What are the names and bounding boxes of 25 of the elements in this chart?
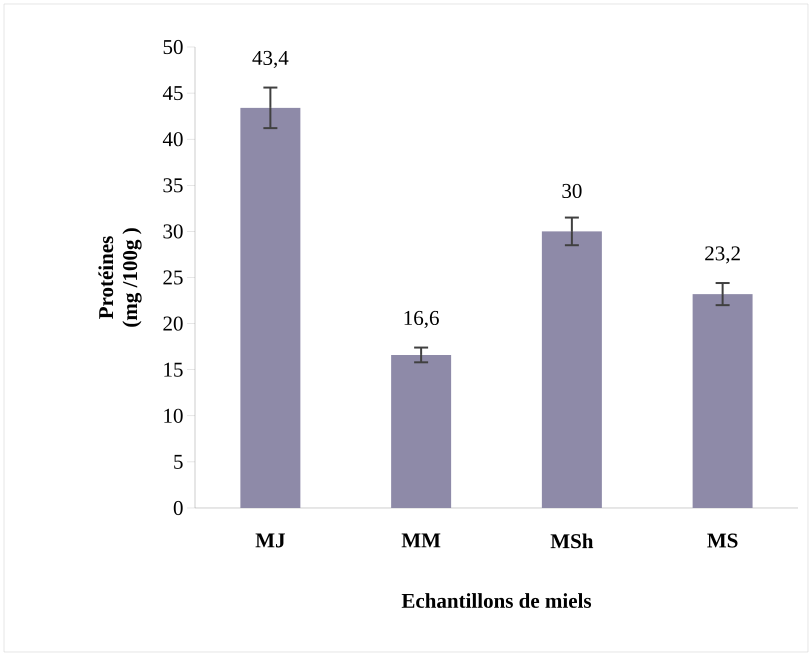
data-label: 16,6 (404, 310, 439, 328)
x-tick-label: MJ (256, 534, 285, 548)
data-label: 23,2 (705, 246, 740, 264)
y-tick-label: 10 (164, 408, 183, 423)
bar (692, 294, 753, 508)
y-tick-label: 50 (164, 40, 183, 54)
bar (391, 354, 452, 508)
data-label: 30 (562, 184, 582, 198)
y-tick-label: 0 (174, 500, 183, 516)
bar (240, 108, 300, 508)
y-tick-label: 15 (164, 362, 183, 377)
y-axis-title: Protéines (mg /100g ) (98, 228, 142, 327)
x-tick-label: MSh (550, 534, 594, 548)
y-tick-label: 25 (163, 270, 183, 285)
data-label: 43,4 (252, 50, 288, 68)
x-tick-label: MM (402, 534, 440, 548)
y-tick-label: 45 (162, 86, 183, 100)
y-tick-label: 40 (162, 132, 183, 146)
bar (542, 231, 602, 508)
y-tick-label: 5 (174, 454, 183, 469)
x-tick-label: MS (707, 534, 738, 548)
x-axis-title: Echantillons de miels (402, 593, 592, 608)
y-tick-label: 30 (163, 224, 183, 238)
y-tick-label: 35 (163, 178, 183, 192)
y-tick-label: 20 (163, 316, 183, 331)
